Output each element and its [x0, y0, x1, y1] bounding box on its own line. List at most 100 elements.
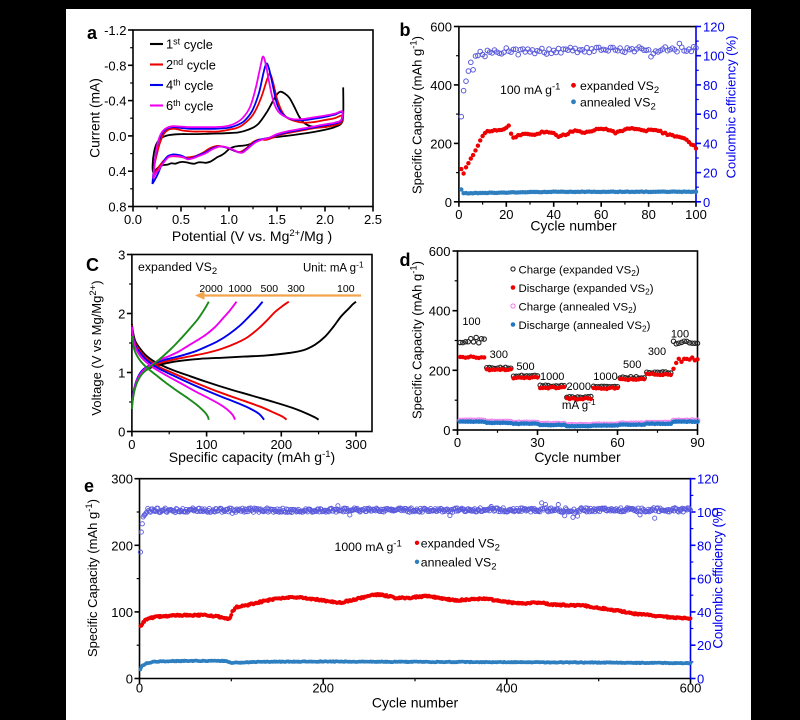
svg-text:0.4: 0.4	[108, 164, 126, 179]
svg-text:40: 40	[547, 207, 561, 222]
svg-text:0.0: 0.0	[108, 129, 126, 144]
svg-text:200: 200	[430, 136, 452, 151]
svg-text:600: 600	[680, 681, 702, 696]
svg-text:Specific Capacity (mAh g-1): Specific Capacity (mAh g-1)	[409, 36, 425, 194]
svg-text:1000: 1000	[228, 283, 252, 295]
svg-text:500: 500	[623, 359, 641, 371]
svg-text:Coulombic efficiency (%): Coulombic efficiency (%)	[724, 36, 739, 179]
svg-text:0: 0	[443, 423, 450, 438]
svg-text:120: 120	[697, 472, 719, 487]
svg-text:300: 300	[648, 346, 666, 358]
svg-text:2.0: 2.0	[316, 212, 334, 227]
svg-text:100: 100	[462, 316, 480, 328]
svg-text:500: 500	[261, 283, 279, 295]
svg-text:600: 600	[429, 244, 451, 259]
svg-text:Current (mA): Current (mA)	[88, 78, 103, 158]
svg-text:90: 90	[690, 435, 704, 450]
svg-text:1.5: 1.5	[268, 212, 286, 227]
svg-text:200: 200	[429, 363, 451, 378]
svg-text:annealed VS2: annealed VS2	[421, 555, 497, 572]
svg-text:0: 0	[454, 435, 461, 450]
svg-text:100 mA g-1: 100 mA g-1	[500, 82, 560, 98]
svg-text:1000: 1000	[593, 371, 617, 383]
svg-text:100: 100	[111, 605, 133, 620]
svg-text:300: 300	[111, 472, 133, 487]
svg-text:400: 400	[429, 304, 451, 319]
svg-text:0: 0	[445, 195, 452, 210]
svg-text:expanded VS2: expanded VS2	[138, 260, 217, 277]
svg-text:60: 60	[697, 572, 711, 587]
svg-text:60: 60	[594, 207, 608, 222]
svg-text:1000: 1000	[540, 371, 564, 383]
svg-text:20: 20	[499, 207, 513, 222]
svg-text:0: 0	[126, 672, 133, 687]
svg-text:200: 200	[270, 437, 292, 452]
svg-text:300: 300	[490, 349, 508, 361]
svg-text:d: d	[400, 250, 411, 270]
svg-text:80: 80	[641, 207, 655, 222]
svg-text:2000: 2000	[567, 381, 591, 393]
svg-text:Discharge (annealed VS2): Discharge (annealed VS2)	[519, 320, 651, 334]
svg-text:0: 0	[455, 207, 462, 222]
svg-text:Specific Capacity (mAh g-1): Specific Capacity (mAh g-1)	[409, 261, 425, 419]
svg-text:-1.2: -1.2	[104, 23, 126, 38]
svg-text:2: 2	[118, 307, 125, 322]
svg-text:30: 30	[530, 435, 544, 450]
svg-text:120: 120	[703, 20, 725, 35]
svg-text:C: C	[86, 255, 99, 275]
svg-text:100: 100	[685, 207, 707, 222]
svg-text:100: 100	[671, 329, 689, 341]
svg-text:0: 0	[136, 681, 143, 696]
svg-text:3: 3	[118, 248, 125, 263]
svg-text:80: 80	[703, 78, 717, 93]
svg-text:4th cycle: 4th cycle	[166, 77, 213, 93]
svg-text:0.5: 0.5	[172, 212, 190, 227]
svg-text:Cycle number: Cycle number	[534, 449, 621, 465]
svg-text:Voltage (V vs Mg/Mg2+): Voltage (V vs Mg/Mg2+)	[88, 280, 104, 415]
svg-text:Charge (annealed VS2): Charge (annealed VS2)	[519, 301, 637, 315]
svg-text:expanded VS2: expanded VS2	[580, 79, 659, 96]
svg-text:400: 400	[430, 78, 452, 93]
svg-text:40: 40	[697, 605, 711, 620]
svg-text:Specific Capacity (mAh g-1): Specific Capacity (mAh g-1)	[84, 499, 100, 657]
svg-text:100: 100	[703, 49, 725, 64]
svg-text:40: 40	[703, 136, 717, 151]
svg-text:e: e	[84, 476, 94, 496]
svg-text:60: 60	[703, 107, 717, 122]
svg-text:2.5: 2.5	[364, 212, 382, 227]
svg-text:20: 20	[703, 166, 717, 181]
svg-text:Cycle number: Cycle number	[372, 695, 459, 711]
svg-text:Coulombic efficiency (%): Coulombic efficiency (%)	[711, 507, 726, 648]
svg-text:400: 400	[496, 681, 518, 696]
svg-text:Unit: mA g-1: Unit: mA g-1	[303, 260, 364, 275]
svg-text:Specific capacity (mAh g-1): Specific capacity (mAh g-1)	[169, 449, 335, 465]
svg-text:Charge (expanded VS2): Charge (expanded VS2)	[519, 264, 640, 278]
svg-text:Cycle number: Cycle number	[530, 218, 617, 234]
svg-text:a: a	[87, 23, 98, 43]
svg-text:0: 0	[128, 437, 135, 452]
svg-text:-0.8: -0.8	[104, 58, 126, 73]
svg-text:100: 100	[196, 437, 218, 452]
svg-text:b: b	[400, 20, 411, 40]
svg-text:200: 200	[111, 538, 133, 553]
svg-text:1: 1	[118, 366, 125, 381]
svg-text:2000: 2000	[199, 283, 223, 295]
svg-text:0.8: 0.8	[108, 200, 126, 215]
svg-text:Discharge (expanded VS2): Discharge (expanded VS2)	[519, 283, 654, 297]
svg-text:0.0: 0.0	[124, 212, 142, 227]
svg-text:1.0: 1.0	[220, 212, 238, 227]
svg-text:80: 80	[697, 538, 711, 553]
svg-text:0: 0	[703, 195, 710, 210]
svg-text:100: 100	[697, 505, 719, 520]
svg-text:600: 600	[430, 19, 452, 34]
svg-text:0: 0	[118, 425, 125, 440]
svg-text:20: 20	[697, 638, 711, 653]
svg-text:-0.4: -0.4	[104, 94, 126, 109]
svg-text:Potential (V vs. Mg2+/Mg ): Potential (V vs. Mg2+/Mg )	[172, 228, 332, 244]
svg-text:6th cycle: 6th cycle	[166, 98, 213, 114]
svg-text:300: 300	[345, 437, 367, 452]
svg-text:1000 mA g-1: 1000 mA g-1	[335, 539, 402, 555]
svg-text:expanded VS2: expanded VS2	[421, 536, 500, 553]
svg-text:0: 0	[697, 672, 704, 687]
svg-text:500: 500	[516, 361, 534, 373]
